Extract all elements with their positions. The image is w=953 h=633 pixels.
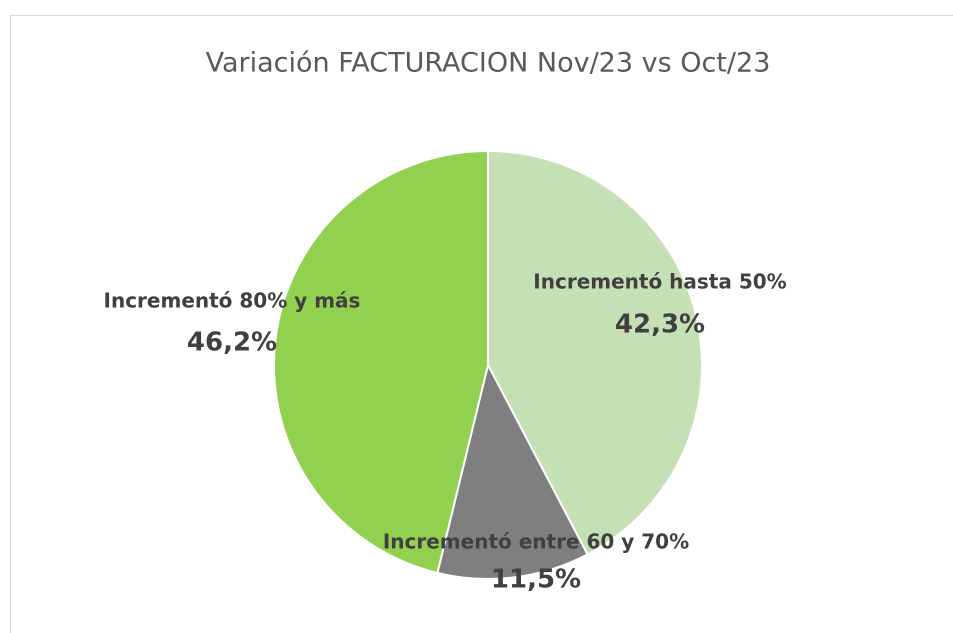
slice-value: 11,5% <box>491 565 581 595</box>
pie-slice <box>273 149 489 575</box>
slice-label: Incrementó 80% y más <box>104 289 361 313</box>
slice-label: Incrementó hasta 50% <box>533 270 786 294</box>
pie-slice <box>487 149 703 556</box>
pie-slice <box>436 362 589 580</box>
slice-value: 42,3% <box>615 310 705 340</box>
slice-label: Incrementó entre 60 y 70% <box>383 530 689 554</box>
chart-title: Variación FACTURACION Nov/23 vs Oct/23 <box>206 48 771 79</box>
slice-value: 46,2% <box>187 328 277 358</box>
